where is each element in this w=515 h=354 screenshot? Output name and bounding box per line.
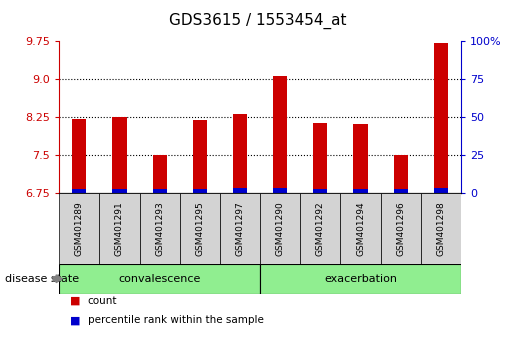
Bar — [180, 193, 220, 264]
Bar — [193, 120, 207, 193]
Bar — [220, 193, 260, 264]
Bar — [193, 189, 207, 193]
Bar — [393, 189, 408, 193]
Bar — [353, 125, 368, 193]
Bar — [381, 193, 421, 264]
Bar — [353, 189, 368, 193]
Bar — [59, 264, 260, 294]
Text: convalescence: convalescence — [118, 274, 201, 284]
Text: GSM401293: GSM401293 — [155, 201, 164, 256]
Bar — [273, 76, 287, 193]
Text: ■: ■ — [70, 315, 80, 325]
Bar — [112, 117, 127, 193]
Text: exacerbation: exacerbation — [324, 274, 397, 284]
Bar — [260, 193, 300, 264]
Bar — [313, 189, 328, 193]
Text: disease state: disease state — [5, 274, 79, 284]
Bar — [99, 193, 140, 264]
Text: count: count — [88, 296, 117, 306]
Bar — [434, 43, 448, 193]
Text: GSM401296: GSM401296 — [396, 201, 405, 256]
Bar — [233, 114, 247, 193]
Bar — [393, 155, 408, 193]
Text: percentile rank within the sample: percentile rank within the sample — [88, 315, 264, 325]
Bar — [152, 155, 167, 193]
Text: GSM401289: GSM401289 — [75, 201, 84, 256]
Text: GSM401298: GSM401298 — [436, 201, 445, 256]
Bar — [72, 189, 87, 193]
Bar — [260, 264, 461, 294]
Bar — [152, 189, 167, 193]
Bar — [72, 119, 87, 193]
Bar — [421, 193, 461, 264]
Bar — [300, 193, 340, 264]
Text: GSM401292: GSM401292 — [316, 201, 325, 256]
Bar — [59, 193, 99, 264]
Text: GSM401294: GSM401294 — [356, 201, 365, 256]
FancyArrow shape — [53, 275, 62, 282]
Bar — [140, 193, 180, 264]
Bar — [273, 188, 287, 193]
Text: GSM401295: GSM401295 — [195, 201, 204, 256]
Text: ■: ■ — [70, 296, 80, 306]
Text: GDS3615 / 1553454_at: GDS3615 / 1553454_at — [169, 12, 346, 29]
Bar — [340, 193, 381, 264]
Bar — [313, 124, 328, 193]
Bar — [233, 188, 247, 193]
Bar — [434, 188, 448, 193]
Text: GSM401297: GSM401297 — [235, 201, 245, 256]
Text: GSM401291: GSM401291 — [115, 201, 124, 256]
Text: GSM401290: GSM401290 — [276, 201, 285, 256]
Bar — [112, 189, 127, 193]
